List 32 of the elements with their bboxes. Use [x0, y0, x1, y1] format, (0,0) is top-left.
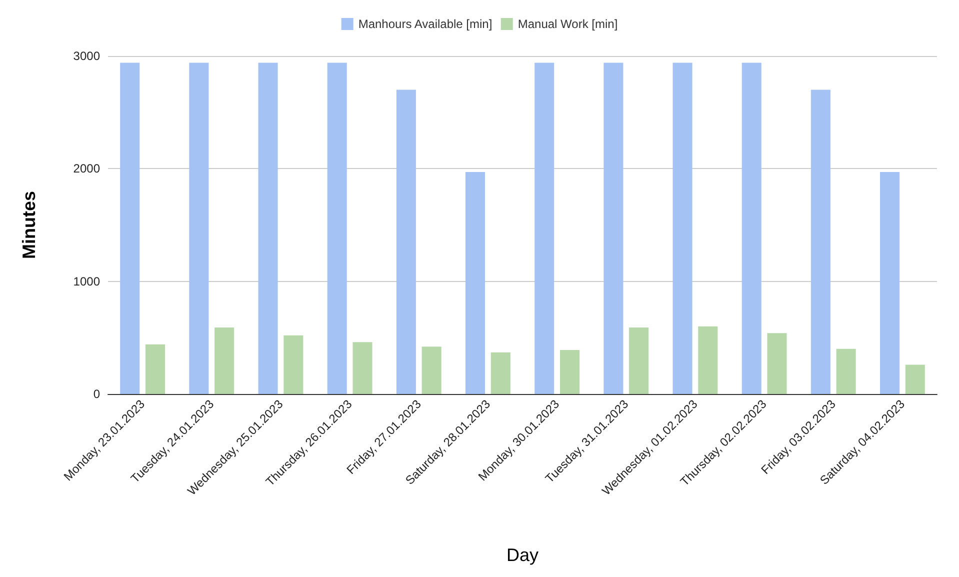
y-tick-label: 3000	[73, 49, 100, 63]
bar	[120, 62, 140, 394]
y-tick-label: 0	[93, 387, 100, 401]
legend-label: Manhours Available [min]	[358, 17, 492, 31]
bar	[534, 62, 554, 394]
bar	[422, 346, 442, 394]
bar	[742, 62, 762, 394]
x-axis-title: Day	[506, 545, 539, 565]
bar	[214, 328, 234, 394]
bar	[672, 62, 692, 394]
bar	[698, 326, 718, 394]
bar	[284, 335, 304, 394]
y-axis-title: Minutes	[19, 190, 39, 260]
bar	[145, 344, 165, 394]
bar	[352, 342, 372, 394]
bar	[880, 172, 900, 394]
legend-label: Manual Work [min]	[518, 17, 618, 31]
bar	[905, 364, 925, 394]
y-tick-label: 2000	[73, 162, 100, 176]
bar	[258, 62, 278, 394]
bar	[810, 90, 830, 394]
bar	[327, 62, 347, 394]
bar	[490, 352, 510, 394]
bar	[767, 333, 787, 394]
bar	[189, 62, 209, 394]
bar	[836, 348, 856, 394]
bar	[396, 90, 416, 394]
y-tick-label: 1000	[73, 274, 100, 288]
bar	[560, 350, 580, 394]
bar	[604, 62, 624, 394]
bar	[466, 172, 486, 394]
bar	[629, 328, 649, 394]
